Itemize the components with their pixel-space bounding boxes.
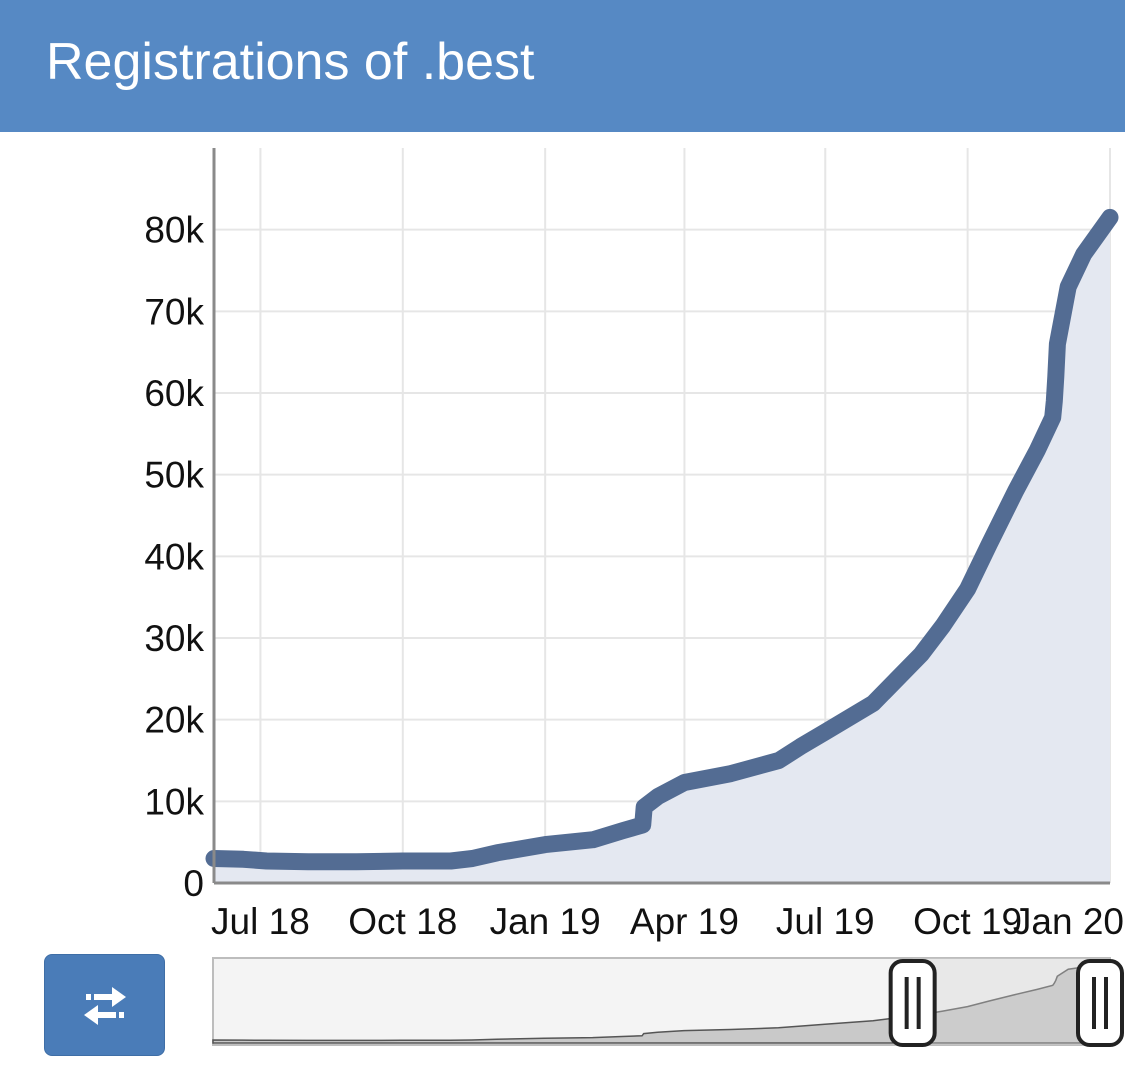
navigator-handle-body[interactable] [888, 959, 937, 1047]
navigator-series-line [212, 966, 1111, 1044]
axis-layer [212, 148, 1110, 885]
x-tick-label: Oct 19 [913, 901, 1022, 942]
y-tick-label: 10k [144, 781, 204, 822]
y-tick-label: 0 [183, 863, 204, 904]
navigator-handle-body[interactable] [1076, 959, 1124, 1047]
chart-plot: 0 10k 20k 30k 40k 50k 60k 70k 80k Jul 18 Oct 18 Ja… [144, 148, 1124, 942]
x-tick-label: Jan 19 [490, 901, 601, 942]
x-tick-label: Jul 19 [776, 901, 875, 942]
swap-arrows-icon [84, 987, 126, 1025]
x-tick-label: Oct 18 [348, 901, 457, 942]
navigator-handle-right[interactable] [1076, 959, 1124, 1047]
swap-axes-button[interactable] [44, 954, 165, 1056]
x-tick-label: Jul 18 [211, 901, 310, 942]
y-tick-label: 50k [144, 455, 204, 496]
range-navigator[interactable] [210, 955, 1125, 1055]
y-tick-labels: 0 10k 20k 30k 40k 50k 60k 70k 80k [144, 210, 204, 904]
series-line [205, 208, 1119, 871]
y-tick-label: 60k [144, 373, 204, 414]
chart-title: Registrations of .best [46, 33, 535, 91]
y-tick-label: 30k [144, 618, 204, 659]
chart-header: Registrations of .best [0, 0, 1125, 132]
x-tick-label: Apr 19 [630, 901, 739, 942]
x-tick-label: Jan 20 [1013, 901, 1124, 942]
x-tick-labels: Jul 18 Oct 18 Jan 19 Apr 19 Jul 19 Oct 19Jan … [211, 901, 1124, 942]
y-tick-label: 20k [144, 700, 204, 741]
y-tick-label: 70k [144, 291, 204, 332]
y-tick-label: 80k [144, 210, 204, 251]
navigator-handle-left[interactable] [888, 959, 937, 1047]
area-fill [214, 217, 1110, 883]
y-tick-label: 40k [144, 536, 204, 577]
